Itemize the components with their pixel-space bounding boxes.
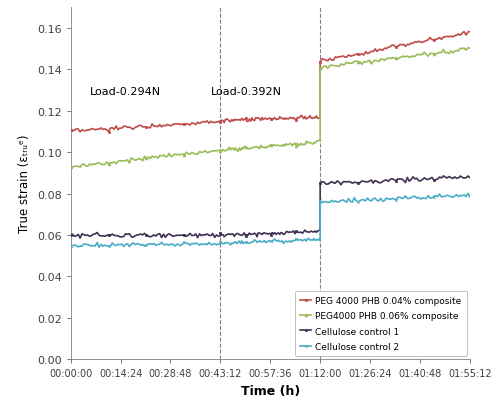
Cellulose control 2 [436,192,442,197]
Legend: PEG 4000 PHB 0.04% composite, PEG4000 PHB 0.06% composite, Cellulose control 1, : PEG 4000 PHB 0.04% composite, PEG4000 PH… [294,291,467,356]
PEG 4000 PHB 0.04% composite [100,128,106,132]
PEG4000 PHB 0.06% composite [467,47,473,51]
Cellulose control 1 [440,174,446,179]
PEG4000 PHB 0.06% composite [68,166,73,171]
PEG 4000 PHB 0.04% composite [68,128,73,133]
Line: Cellulose control 2: Cellulose control 2 [70,192,471,249]
Cellulose control 1 [467,176,473,181]
Text: Load-0.392N: Load-0.392N [212,87,282,97]
PEG 4000 PHB 0.04% composite [436,36,442,41]
Cellulose control 2 [86,243,92,248]
PEG4000 PHB 0.06% composite [317,139,323,144]
PEG4000 PHB 0.06% composite [88,163,94,168]
Cellulose control 1 [142,231,148,236]
Cellulose control 2 [220,241,226,246]
X-axis label: Time (h): Time (h) [240,384,300,396]
Cellulose control 2 [317,239,323,244]
PEG 4000 PHB 0.04% composite [77,130,83,135]
Cellulose control 1 [220,232,226,237]
PEG4000 PHB 0.06% composite [142,155,148,160]
PEG 4000 PHB 0.04% composite [220,119,226,124]
Cellulose control 2 [467,195,473,200]
Y-axis label: True strain (εₜᵣᵤᵉ): True strain (εₜᵣᵤᵉ) [18,134,32,233]
Line: PEG 4000 PHB 0.04% composite: PEG 4000 PHB 0.04% composite [70,31,471,134]
PEG4000 PHB 0.06% composite [220,148,226,153]
PEG4000 PHB 0.06% composite [100,163,106,168]
Line: PEG4000 PHB 0.06% composite: PEG4000 PHB 0.06% composite [70,47,471,169]
Cellulose control 1 [436,175,442,180]
Cellulose control 2 [96,245,102,250]
Cellulose control 1 [77,236,83,241]
Cellulose control 2 [142,244,148,249]
Cellulose control 1 [100,234,106,239]
PEG 4000 PHB 0.04% composite [142,125,148,130]
Line: Cellulose control 1: Cellulose control 1 [70,175,471,240]
Cellulose control 2 [465,192,471,196]
PEG4000 PHB 0.06% composite [436,51,442,55]
PEG 4000 PHB 0.04% composite [467,30,473,35]
PEG4000 PHB 0.06% composite [77,166,83,171]
Cellulose control 2 [100,244,106,249]
Cellulose control 1 [68,232,73,237]
PEG 4000 PHB 0.04% composite [88,127,94,132]
Text: Load-0.294N: Load-0.294N [90,87,161,97]
PEG4000 PHB 0.06% composite [465,46,471,51]
Cellulose control 1 [88,234,94,239]
Cellulose control 1 [317,228,323,232]
Cellulose control 2 [68,244,73,249]
PEG 4000 PHB 0.04% composite [317,116,323,121]
